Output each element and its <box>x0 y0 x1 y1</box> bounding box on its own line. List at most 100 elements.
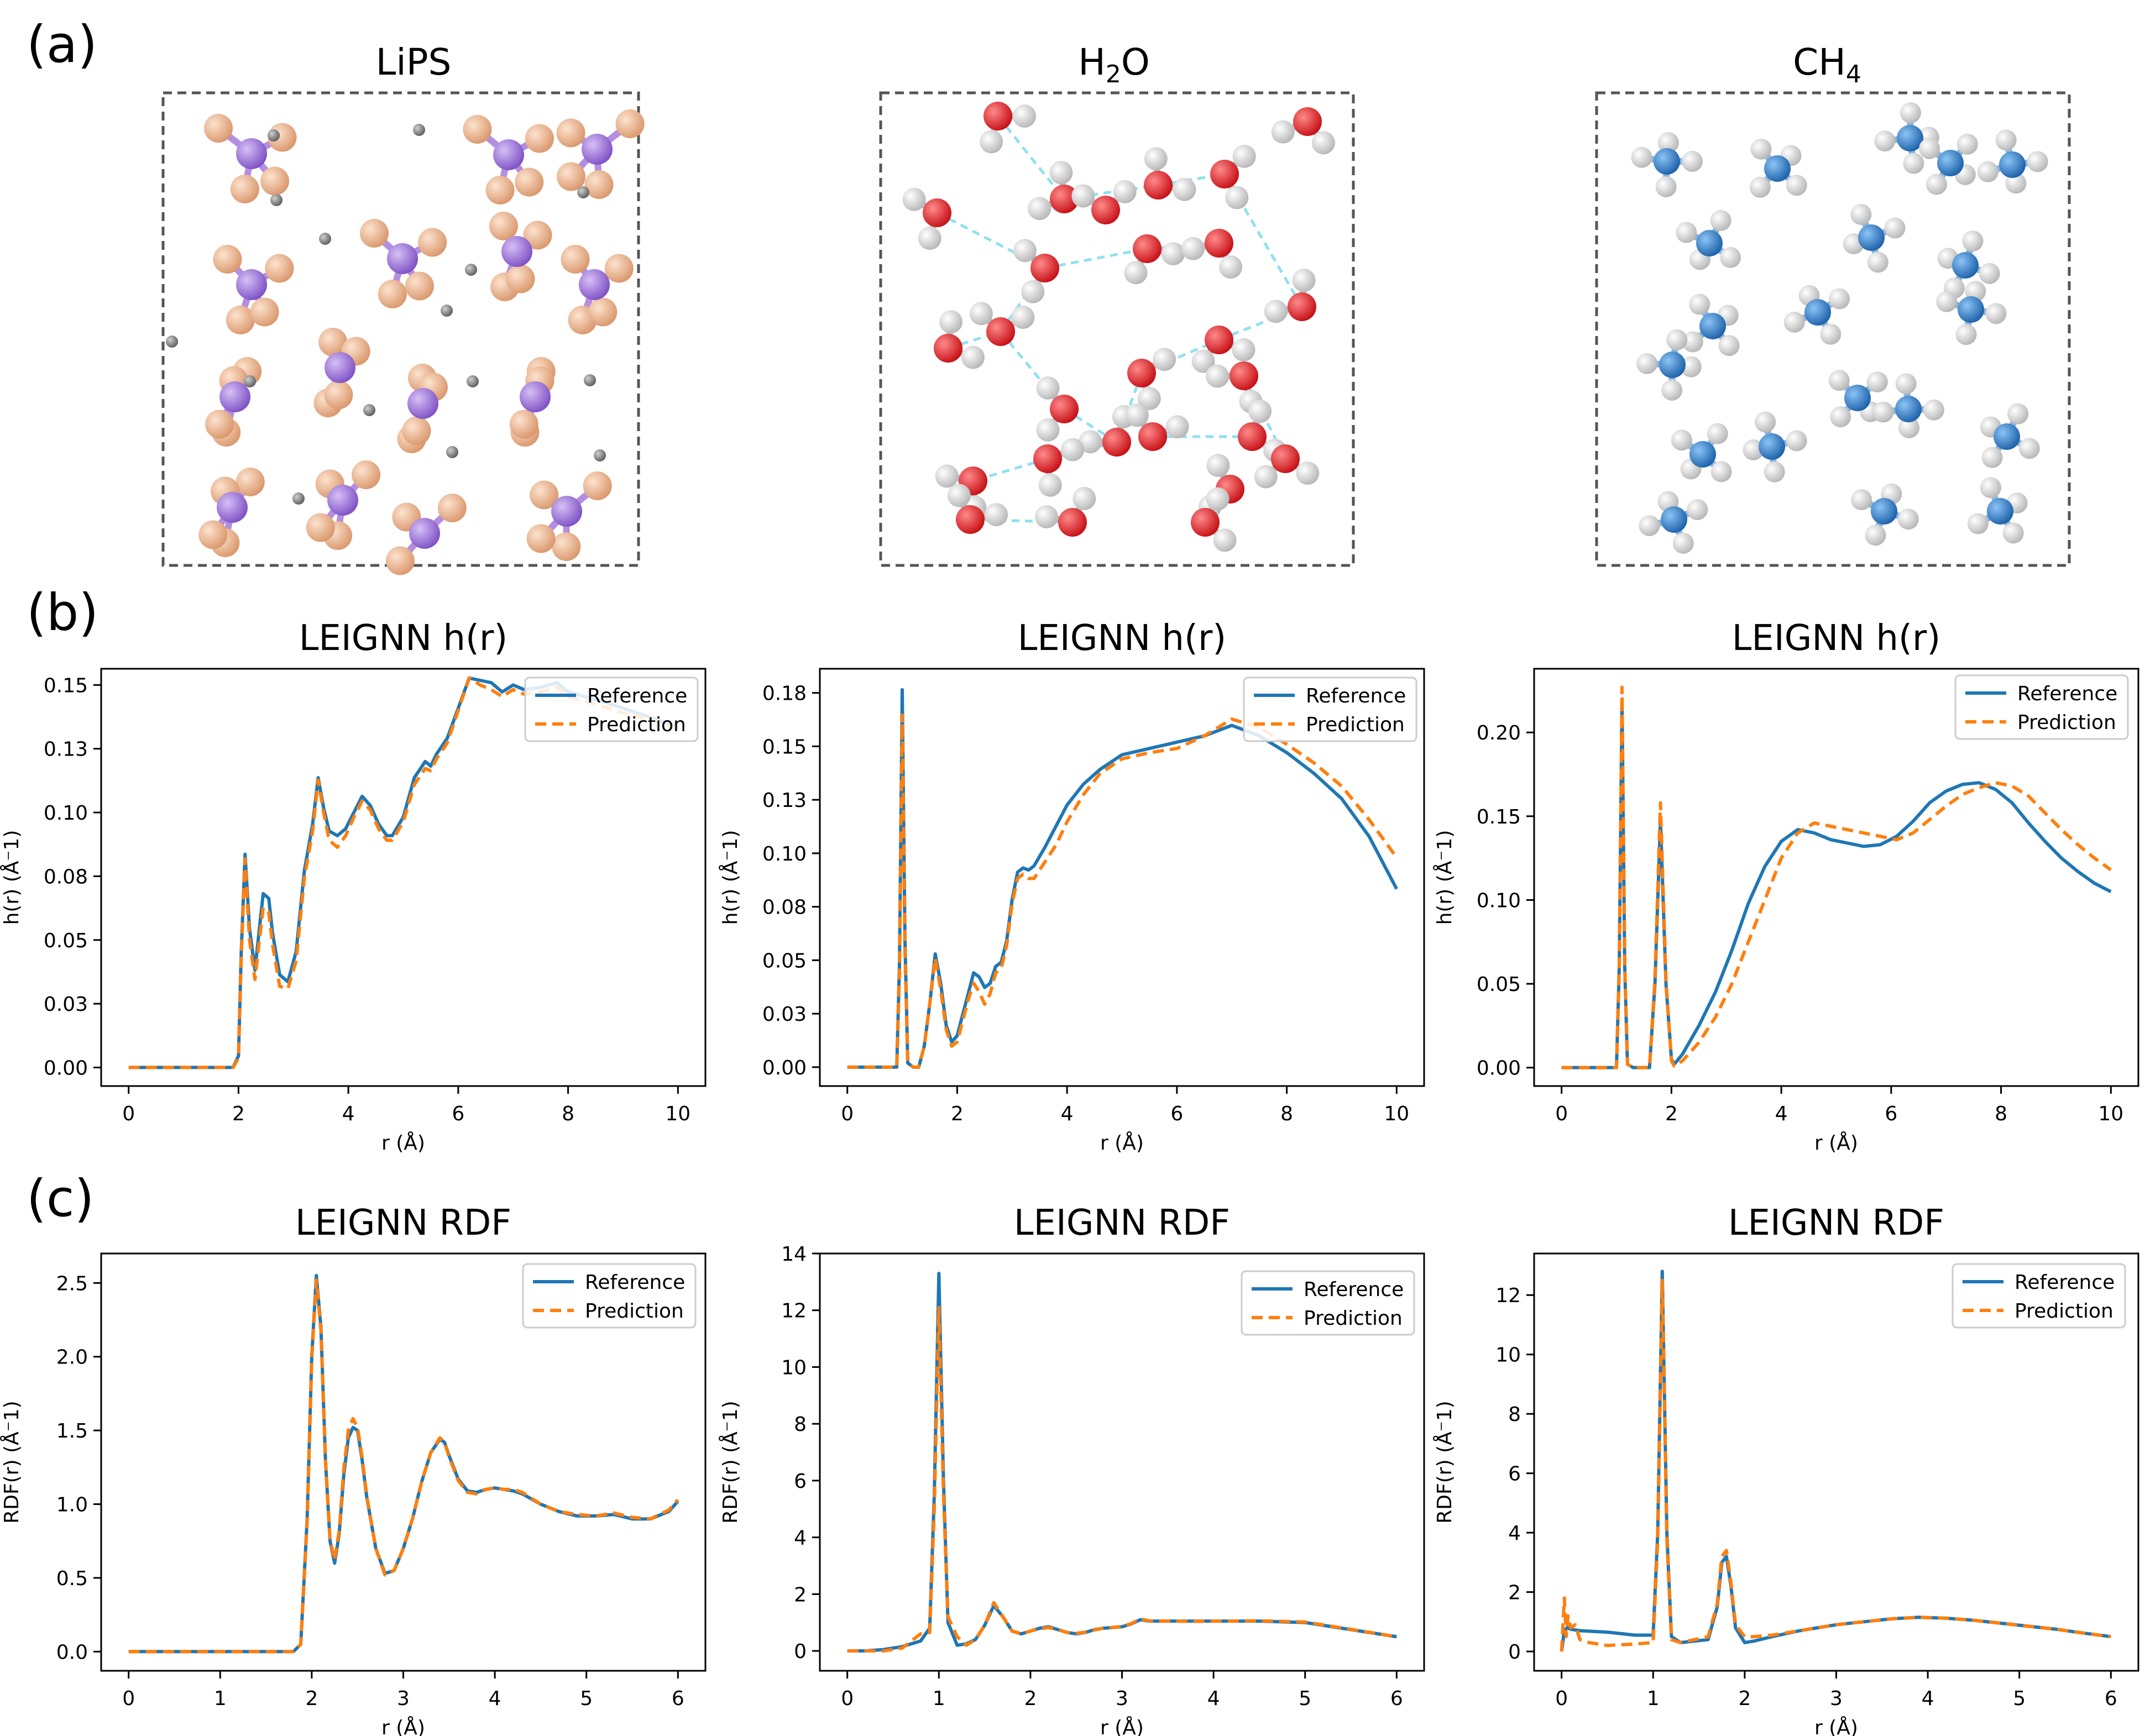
series-line-prediction <box>1561 685 2112 1069</box>
sulfur-atom <box>615 109 645 138</box>
y-tick-label: 0.13 <box>44 738 88 761</box>
plot-frame <box>819 668 1425 1087</box>
chart-b1-lips-hr: LEIGNN h(r) 0 2 4 6 8 10 0.00 0.03 0.05 0.08 0.10 0.… <box>0 618 707 1155</box>
oxygen-atom <box>1102 428 1131 457</box>
y-tick-label: 0.20 <box>1477 722 1521 744</box>
sulfur-atom <box>526 524 556 553</box>
lithium-atom <box>166 335 178 348</box>
x-tick-label: 2 <box>1738 1687 1751 1710</box>
y-tick-label: 1.0 <box>56 1494 88 1517</box>
carbon-atom <box>1895 396 1922 422</box>
oxygen-atom <box>934 334 962 363</box>
sulfur-atom <box>198 520 228 549</box>
oxygen-atom <box>1293 107 1322 136</box>
lithium-atom <box>441 305 453 317</box>
hydrogen-atom <box>980 130 1003 154</box>
panel-label-c: (c) <box>27 1169 94 1228</box>
hydrogen-atom <box>1013 239 1037 263</box>
hydrogen-atom <box>2005 172 2027 194</box>
x-axis-label: r (Å) <box>381 1131 425 1155</box>
oxygen-atom <box>1191 508 1220 537</box>
legend-label-reference: Reference <box>1306 685 1406 707</box>
y-tick-label: 0.00 <box>1477 1057 1521 1080</box>
hydrogen-atom <box>1254 465 1278 489</box>
sulfur-atom <box>506 264 535 293</box>
x-tick-label: 4 <box>342 1103 355 1125</box>
x-tick-label: 0 <box>122 1687 135 1710</box>
hydrogen-atom <box>1967 513 1989 534</box>
hydrogen-atom <box>1926 174 1947 195</box>
oxygen-atom <box>1030 254 1059 282</box>
hydrogen-atom <box>1866 371 1888 393</box>
hydrogen-atom <box>1061 438 1085 461</box>
sulfur-atom <box>236 468 265 496</box>
lithium-atom <box>577 186 589 198</box>
hydrogen-atom <box>961 345 985 369</box>
sulfur-atom <box>324 380 353 410</box>
hydrogen-atom <box>1764 461 1785 482</box>
hydrogen-atom <box>1021 280 1045 303</box>
hydrogen-atom <box>1049 161 1073 185</box>
oxygen-atom <box>1210 160 1239 188</box>
y-tick-label: 2 <box>1508 1582 1521 1604</box>
hydrogen-atom <box>1232 144 1256 168</box>
x-tick-label: 5 <box>580 1687 593 1710</box>
sulfur-atom <box>525 124 554 153</box>
sulfur-atom <box>265 254 294 283</box>
carbon-atom <box>1952 252 1979 279</box>
x-tick-label: 1 <box>1647 1687 1660 1710</box>
carbon-atom <box>1689 441 1716 468</box>
hydrogen-atom <box>1206 364 1230 388</box>
hydrogen-atom <box>1225 186 1249 209</box>
sulfur-atom <box>378 280 407 308</box>
y-tick-label: 4 <box>794 1527 807 1550</box>
hydrogen-bond <box>1044 247 1148 270</box>
hydrogen-atom <box>1977 161 1998 182</box>
sulfur-atom <box>260 166 290 196</box>
phosphorus-atom <box>236 269 267 300</box>
carbon-atom <box>1999 151 2026 178</box>
phosphorus-atom <box>327 485 358 516</box>
hydrogen-atom <box>1830 406 1851 428</box>
legend-label-reference: Reference <box>2017 683 2117 705</box>
phosphorus-atom <box>387 243 418 274</box>
x-tick-label: 6 <box>1885 1103 1897 1125</box>
x-tick-label: 0 <box>841 1687 854 1710</box>
lithium-atom <box>465 264 477 276</box>
plot-frame <box>1533 668 2139 1087</box>
hydrogen-atom <box>1718 335 1740 356</box>
y-tick-label: 0.18 <box>762 683 807 705</box>
sulfur-atom <box>359 219 389 248</box>
phosphorus-atom <box>520 381 551 412</box>
lithium-atom <box>270 194 282 206</box>
hydrogen-atom <box>1955 324 1977 345</box>
chart-title: LEIGNN h(r) <box>1732 618 1940 659</box>
sulfur-atom <box>405 271 434 301</box>
x-axis-label: r (Å) <box>1100 1716 1144 1736</box>
x-tick-label: 8 <box>1995 1103 2007 1125</box>
sulfur-atom <box>485 176 515 204</box>
phosphorus-atom <box>407 388 438 419</box>
hydrogen-atom <box>939 310 963 334</box>
sulfur-atom <box>226 306 255 334</box>
carbon-atom <box>1764 155 1791 182</box>
hydrogen-atom <box>969 302 993 326</box>
y-tick-label: 6 <box>794 1470 807 1493</box>
y-tick-label: 0.10 <box>1477 889 1521 912</box>
sulfur-atom <box>584 170 614 199</box>
carbon-atom <box>1958 296 1984 323</box>
hydrogen-atom <box>1707 423 1728 444</box>
y-tick-label: 0.08 <box>44 866 88 888</box>
hydrogen-atom <box>1072 486 1096 510</box>
y-tick-label: 0.13 <box>762 789 807 812</box>
lithium-atom <box>446 446 458 458</box>
legend-box <box>1952 1263 2126 1329</box>
lithium-atom <box>244 375 256 387</box>
series-line-prediction <box>1560 1278 2111 1652</box>
x-tick-label: 4 <box>1922 1687 1934 1710</box>
legend-label-reference: Reference <box>585 1271 685 1294</box>
y-axis-label: RDF(r) (Å⁻1) <box>1432 1401 1456 1523</box>
